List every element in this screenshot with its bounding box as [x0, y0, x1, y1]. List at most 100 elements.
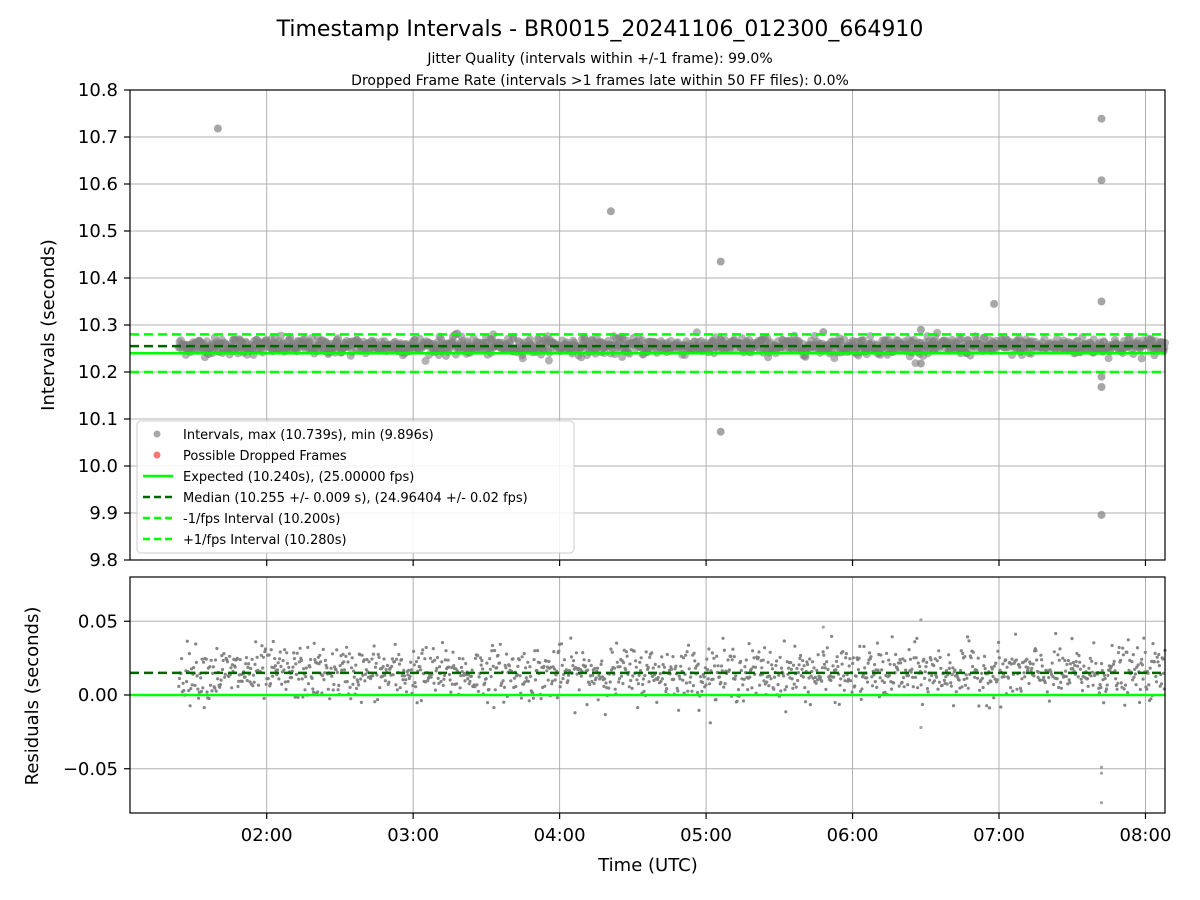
intervals-y-axis-label: Intervals (seconds) [38, 239, 59, 411]
residuals-point [973, 675, 977, 679]
residuals-point [923, 676, 927, 681]
residuals-point [761, 658, 765, 662]
residuals-point [691, 684, 696, 688]
residuals-point [499, 683, 503, 688]
residuals-point [324, 663, 328, 668]
residuals-point [194, 642, 198, 646]
residuals-point [594, 676, 598, 680]
residuals-point [686, 643, 691, 647]
residuals-point [214, 689, 218, 693]
intervals-outlier-point [1097, 176, 1106, 185]
residuals-point [344, 654, 348, 659]
intervals-y-tick-label: 10.2 [78, 362, 118, 383]
residuals-point [527, 699, 531, 703]
residuals-point [383, 673, 387, 677]
residuals-point [906, 674, 911, 678]
residuals-point [1005, 665, 1009, 669]
residuals-point [262, 696, 266, 701]
residuals-point [1063, 658, 1067, 663]
residuals-point [908, 657, 913, 661]
residuals-point [376, 698, 380, 702]
residuals-point [404, 690, 409, 694]
residuals-point [1099, 685, 1103, 690]
residuals-point [321, 674, 325, 678]
residuals-point [411, 684, 415, 688]
residuals-point [474, 656, 478, 661]
residuals-point [293, 695, 297, 699]
residuals-point [1156, 660, 1160, 664]
intervals-y-tick-label: 10.5 [78, 221, 118, 242]
residuals-point [766, 660, 770, 664]
residuals-point [382, 657, 386, 661]
residuals-point [1078, 667, 1082, 671]
x-axis-label: Time (UTC) [597, 855, 698, 876]
residuals-point [220, 654, 224, 658]
residuals-point [284, 687, 288, 692]
residuals-point [878, 676, 882, 680]
residuals-point [466, 677, 470, 681]
residuals-point [719, 680, 723, 685]
residuals-point [574, 666, 578, 670]
residuals-point [197, 696, 201, 700]
residuals-point [698, 675, 703, 679]
residuals-point [1103, 677, 1107, 681]
residuals-point [602, 684, 606, 689]
residuals-point [524, 666, 528, 670]
residuals-point [790, 677, 794, 681]
residuals-point [675, 686, 679, 691]
residuals-point [1027, 681, 1031, 686]
residuals-point [791, 663, 796, 667]
residuals-point [1068, 681, 1072, 685]
residuals-point [947, 666, 951, 671]
residuals-point [251, 684, 255, 688]
residuals-point [902, 685, 906, 689]
residuals-point [1105, 683, 1109, 687]
residuals-point [591, 673, 595, 677]
residuals-point [937, 680, 942, 684]
intervals-point [421, 356, 430, 365]
residuals-point [858, 689, 863, 693]
residuals-point [686, 689, 690, 693]
residuals-point [865, 680, 870, 684]
residuals-point [330, 652, 335, 656]
residuals-point [329, 666, 333, 670]
residuals-point [312, 641, 316, 645]
residuals-point [503, 663, 507, 668]
residuals-point [708, 721, 712, 725]
residuals-point [600, 659, 604, 663]
residuals-point [271, 674, 275, 678]
residuals-point [1057, 685, 1061, 690]
residuals-point [684, 653, 688, 657]
residuals-point [992, 696, 996, 700]
residuals-point [479, 663, 483, 667]
residuals-point [1115, 687, 1119, 691]
residuals-point [933, 657, 937, 661]
residuals-point [1022, 671, 1026, 675]
residuals-point [800, 667, 804, 671]
residuals-point [533, 678, 538, 682]
residuals-point [414, 660, 418, 664]
residuals-point [980, 676, 985, 680]
residuals-point [851, 661, 855, 666]
residuals-point [942, 678, 947, 683]
residuals-point [443, 658, 447, 662]
residuals-point [261, 655, 265, 659]
residuals-point [1126, 691, 1130, 695]
residuals-point [419, 668, 423, 672]
residuals-point [435, 655, 440, 660]
residuals-point [857, 656, 861, 660]
residuals-point [784, 710, 788, 714]
residuals-point [775, 659, 779, 663]
residuals-point [922, 657, 926, 662]
residuals-point [211, 665, 215, 669]
residuals-point [222, 652, 226, 656]
residuals-point [1036, 675, 1040, 680]
residuals-point [545, 669, 549, 673]
residuals-point [397, 652, 401, 657]
residuals-point [190, 683, 194, 687]
residuals-point [830, 634, 834, 639]
residuals-point [870, 675, 874, 679]
residuals-point [1047, 675, 1051, 680]
residuals-point [676, 689, 680, 693]
residuals-point [1123, 703, 1127, 707]
